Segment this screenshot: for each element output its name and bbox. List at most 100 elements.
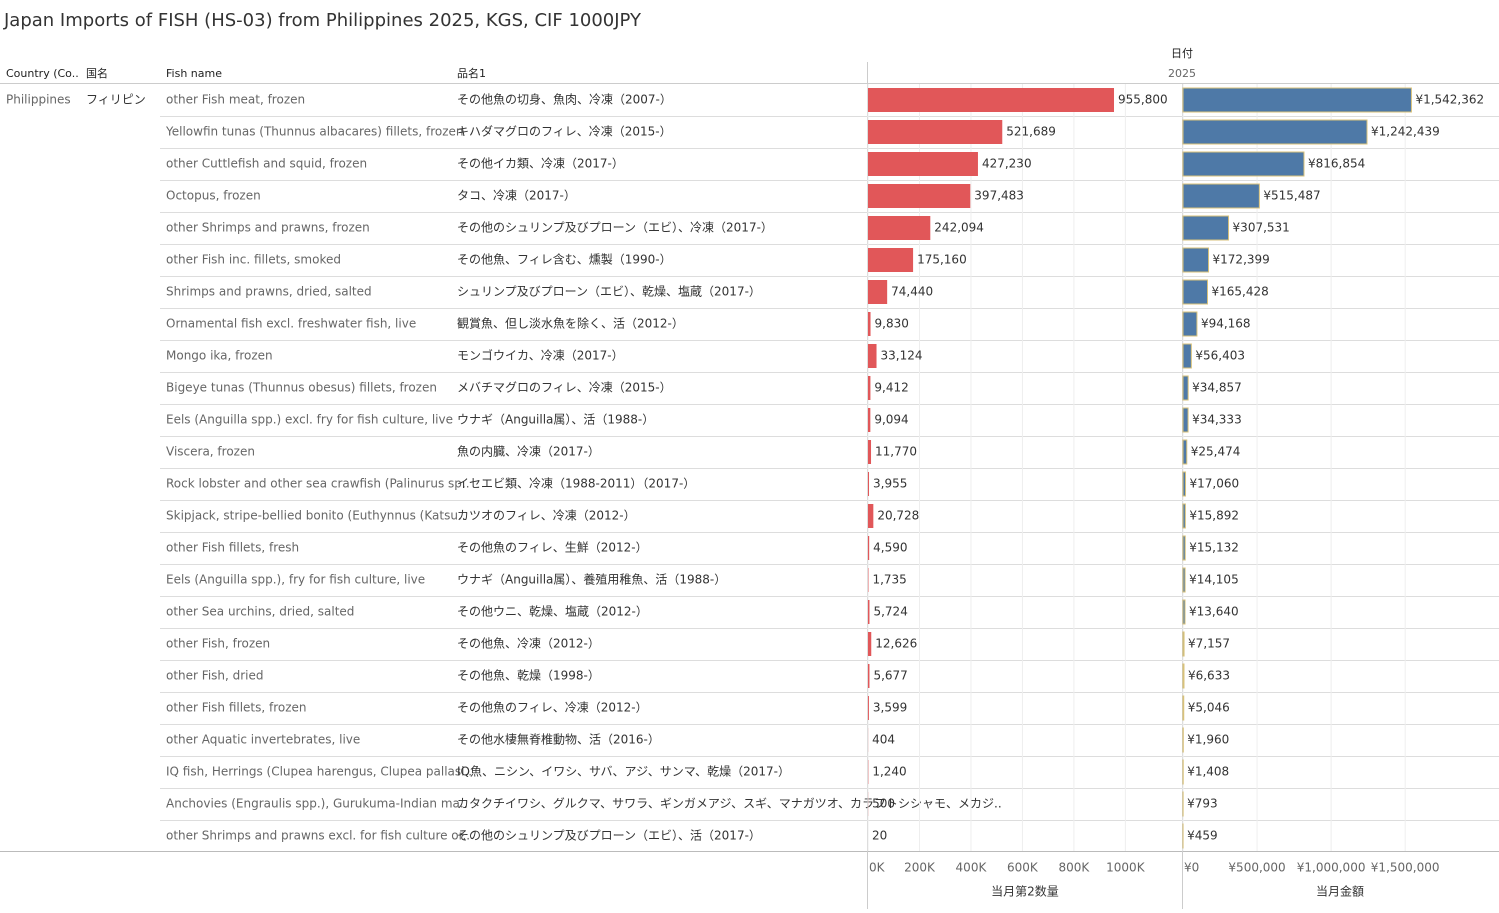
name-ja: その他魚のフィレ、冷凍（2012-） xyxy=(457,701,648,715)
name-ja: その他魚の切身、魚肉、冷凍（2007-） xyxy=(457,92,672,107)
fish-name: Anchovies (Engraulis spp.), Gurukuma-Ind… xyxy=(166,797,468,811)
value-label: ¥25,474 xyxy=(1191,445,1241,459)
x-tick-label: 400K xyxy=(956,861,988,875)
bar xyxy=(1183,632,1184,656)
bar xyxy=(1183,472,1186,496)
value-label: ¥7,157 xyxy=(1188,637,1230,651)
bar xyxy=(868,184,970,208)
header: 品名1 xyxy=(457,66,486,80)
value-label: 427,230 xyxy=(982,157,1032,171)
value-label: 12,626 xyxy=(875,637,917,651)
name-ja: モンゴウイカ、冷凍（2017-） xyxy=(457,348,624,363)
fish-name: other Fish inc. fillets, smoked xyxy=(166,253,341,267)
name-ja: その他魚、フィレ含む、燻製（1990-） xyxy=(457,252,672,267)
value-label: 1,735 xyxy=(872,573,906,587)
name-ja: 観賞魚、但し淡水魚を除く、活（2012-） xyxy=(457,316,684,331)
fish-name: Mongo ika, frozen xyxy=(166,349,273,363)
value-label: 11,770 xyxy=(875,445,917,459)
value-label: 3,955 xyxy=(873,477,907,491)
name-ja: キハダマグロのフィレ、冷凍（2015-） xyxy=(457,124,672,139)
bar xyxy=(1183,248,1209,272)
value-label: ¥1,542,362 xyxy=(1415,93,1484,107)
fish-name: Shrimps and prawns, dried, salted xyxy=(166,285,372,299)
value-label: 3,599 xyxy=(873,701,907,715)
x-tick-label: 600K xyxy=(1007,861,1039,875)
bar xyxy=(1183,120,1367,144)
value-label: ¥15,132 xyxy=(1189,541,1239,555)
bar xyxy=(1183,536,1185,560)
fish-name: other Sea urchins, dried, salted xyxy=(166,605,354,619)
value-label: 397,483 xyxy=(974,189,1024,203)
name-ja: IQ魚、ニシン、イワシ、サバ、アジ、サンマ、乾燥（2017-） xyxy=(457,765,790,779)
fish-name: other Aquatic invertebrates, live xyxy=(166,733,360,747)
axis-title: 当月金額 xyxy=(1316,884,1364,899)
value-label: ¥15,892 xyxy=(1189,509,1239,523)
x-tick-label: ¥1,000,000 xyxy=(1297,861,1366,875)
fish-name: Eels (Anguilla spp.) excl. fry for fish … xyxy=(166,413,453,427)
x-tick-label: 0K xyxy=(869,861,886,875)
x-tick-label: 1000K xyxy=(1106,861,1146,875)
fish-name: Ornamental fish excl. freshwater fish, l… xyxy=(166,317,416,331)
value-label: ¥5,046 xyxy=(1188,701,1230,715)
value-label: ¥1,408 xyxy=(1187,765,1229,779)
bar xyxy=(1183,184,1259,208)
value-label: 74,440 xyxy=(891,285,933,299)
x-tick-label: ¥1,500,000 xyxy=(1371,861,1440,875)
bar xyxy=(1183,600,1185,624)
value-label: ¥6,633 xyxy=(1188,669,1230,683)
value-label: ¥13,640 xyxy=(1189,605,1239,619)
bar xyxy=(868,536,869,560)
bar xyxy=(868,664,869,688)
bar xyxy=(1183,152,1304,176)
axis-title: 当月第2数量 xyxy=(991,884,1059,899)
name-ja: タコ、冷凍（2017-） xyxy=(457,189,576,203)
value-label: 9,830 xyxy=(875,317,909,331)
value-label: 9,094 xyxy=(874,413,908,427)
bar xyxy=(868,696,869,720)
name-ja: その他魚、冷凍（2012-） xyxy=(457,637,600,651)
fish-name: Rock lobster and other sea crawfish (Pal… xyxy=(166,477,470,491)
fish-name: other Fish fillets, fresh xyxy=(166,541,299,555)
fish-name: other Fish meat, frozen xyxy=(166,93,305,107)
bar xyxy=(868,120,1002,144)
value-label: 9,412 xyxy=(874,381,908,395)
fish-name: other Shrimps and prawns, frozen xyxy=(166,221,370,235)
bar xyxy=(868,248,913,272)
value-label: 20,728 xyxy=(877,509,919,523)
value-label: ¥515,487 xyxy=(1263,189,1320,203)
name-ja: ウナギ（Anguilla属）、養殖用稚魚、活（1988-） xyxy=(457,572,726,587)
name-ja: 魚の内臓、冷凍（2017-） xyxy=(457,445,600,459)
x-tick-label: 800K xyxy=(1059,861,1091,875)
value-label: 20 xyxy=(872,829,887,843)
bar xyxy=(1183,280,1208,304)
fish-name: Eels (Anguilla spp.), fry for fish cultu… xyxy=(166,573,425,587)
value-label: ¥14,105 xyxy=(1189,573,1239,587)
bar xyxy=(1183,408,1188,432)
header: 2025 xyxy=(1168,67,1196,80)
country-ja: フィリピン xyxy=(86,93,146,107)
name-ja: ウナギ（Anguilla属）、活（1988-） xyxy=(457,413,654,427)
header: 日付 xyxy=(1171,47,1193,60)
value-label: ¥34,857 xyxy=(1192,381,1242,395)
bar xyxy=(868,88,1114,112)
fish-name: other Fish fillets, frozen xyxy=(166,701,307,715)
fish-name: Viscera, frozen xyxy=(166,445,255,459)
bar xyxy=(1183,216,1229,240)
x-tick-label: ¥0 xyxy=(1184,861,1199,875)
fish-name: other Fish, frozen xyxy=(166,637,270,651)
value-label: ¥56,403 xyxy=(1195,349,1245,363)
value-label: ¥793 xyxy=(1187,797,1218,811)
value-label: ¥459 xyxy=(1187,829,1218,843)
name-ja: その他魚のフィレ、生鮮（2012-） xyxy=(457,541,648,555)
fish-name: other Fish, dried xyxy=(166,669,264,683)
header: Fish name xyxy=(166,67,222,80)
fish-name: other Shrimps and prawns excl. for fish … xyxy=(166,829,470,843)
name-ja: その他ウニ、乾燥、塩蔵（2012-） xyxy=(457,604,648,619)
header: Country (Co.. xyxy=(6,67,79,80)
name-ja: イセエビ類、冷凍（1988-2011）（2017-） xyxy=(457,477,695,491)
value-label: 404 xyxy=(872,733,895,747)
value-label: ¥165,428 xyxy=(1212,285,1269,299)
value-label: ¥1,242,439 xyxy=(1371,125,1440,139)
bar xyxy=(868,216,930,240)
value-label: 1,240 xyxy=(872,765,906,779)
